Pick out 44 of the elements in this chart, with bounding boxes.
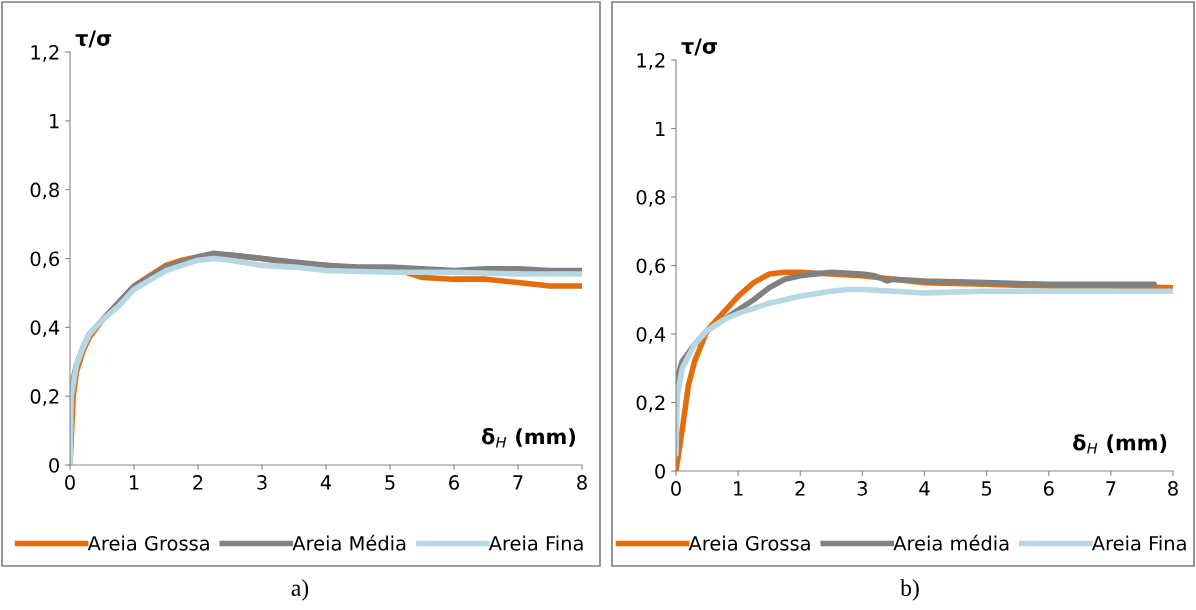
y-axis-title: τ/σ <box>681 38 718 56</box>
x-tick-label: 0 <box>65 475 75 490</box>
y-tick-label: 1 <box>50 114 59 129</box>
x-tick-label: 5 <box>981 481 992 496</box>
x-tick-label: 6 <box>1043 481 1054 496</box>
x-tick-label: 1 <box>129 475 139 490</box>
text: b) <box>900 579 919 601</box>
x-tick-label: 2 <box>193 475 203 490</box>
x-tick-label: 5 <box>385 475 395 490</box>
x-tick-label: 3 <box>857 481 867 496</box>
x-tick-label: 7 <box>1106 481 1116 496</box>
y-tick-label: 0,2 <box>30 389 59 406</box>
x-tick-label: 6 <box>449 475 459 490</box>
x-tick-label: 8 <box>577 475 587 490</box>
legend-label: Areia Grossa <box>87 535 209 551</box>
y-tick-label: 0,6 <box>30 251 60 269</box>
y-axis-title: τ/σ <box>75 30 112 48</box>
x-tick-label: 2 <box>795 481 805 496</box>
legend-label: Areia Fina <box>488 535 583 551</box>
text: a) <box>291 579 309 601</box>
y-tick-label: 0,4 <box>30 320 60 337</box>
x-axis-title: δ$_{H}$ (mm) <box>481 428 576 448</box>
x-axis-title: δ$_{H}$ (mm) <box>1073 434 1167 454</box>
y-tick-label: 1,2 <box>637 52 665 70</box>
x-tick-label: 4 <box>919 481 930 496</box>
x-tick-label: 4 <box>320 475 332 490</box>
legend-label: Areia média <box>893 534 1009 551</box>
legend-label: Areia Grossa <box>688 535 810 551</box>
y-tick-label: 0,6 <box>636 258 666 276</box>
y-tick-label: 0 <box>655 463 665 479</box>
y-tick-label: 0,8 <box>636 189 665 207</box>
x-tick-label: 1 <box>734 481 743 496</box>
y-tick-label: 1,2 <box>31 44 59 62</box>
x-tick-label: 3 <box>257 475 267 490</box>
y-tick-label: 0,4 <box>636 326 666 344</box>
x-tick-label: 8 <box>1168 481 1178 496</box>
x-tick-label: 7 <box>513 475 523 490</box>
y-tick-label: 0,8 <box>30 182 59 200</box>
legend-label: Areia Média <box>292 534 406 551</box>
y-tick-label: 0,2 <box>636 395 665 413</box>
legend-label: Areia Fina <box>1091 535 1186 551</box>
y-tick-label: 1 <box>656 121 665 136</box>
x-tick-label: 0 <box>671 481 681 496</box>
y-tick-label: 0 <box>49 457 59 473</box>
